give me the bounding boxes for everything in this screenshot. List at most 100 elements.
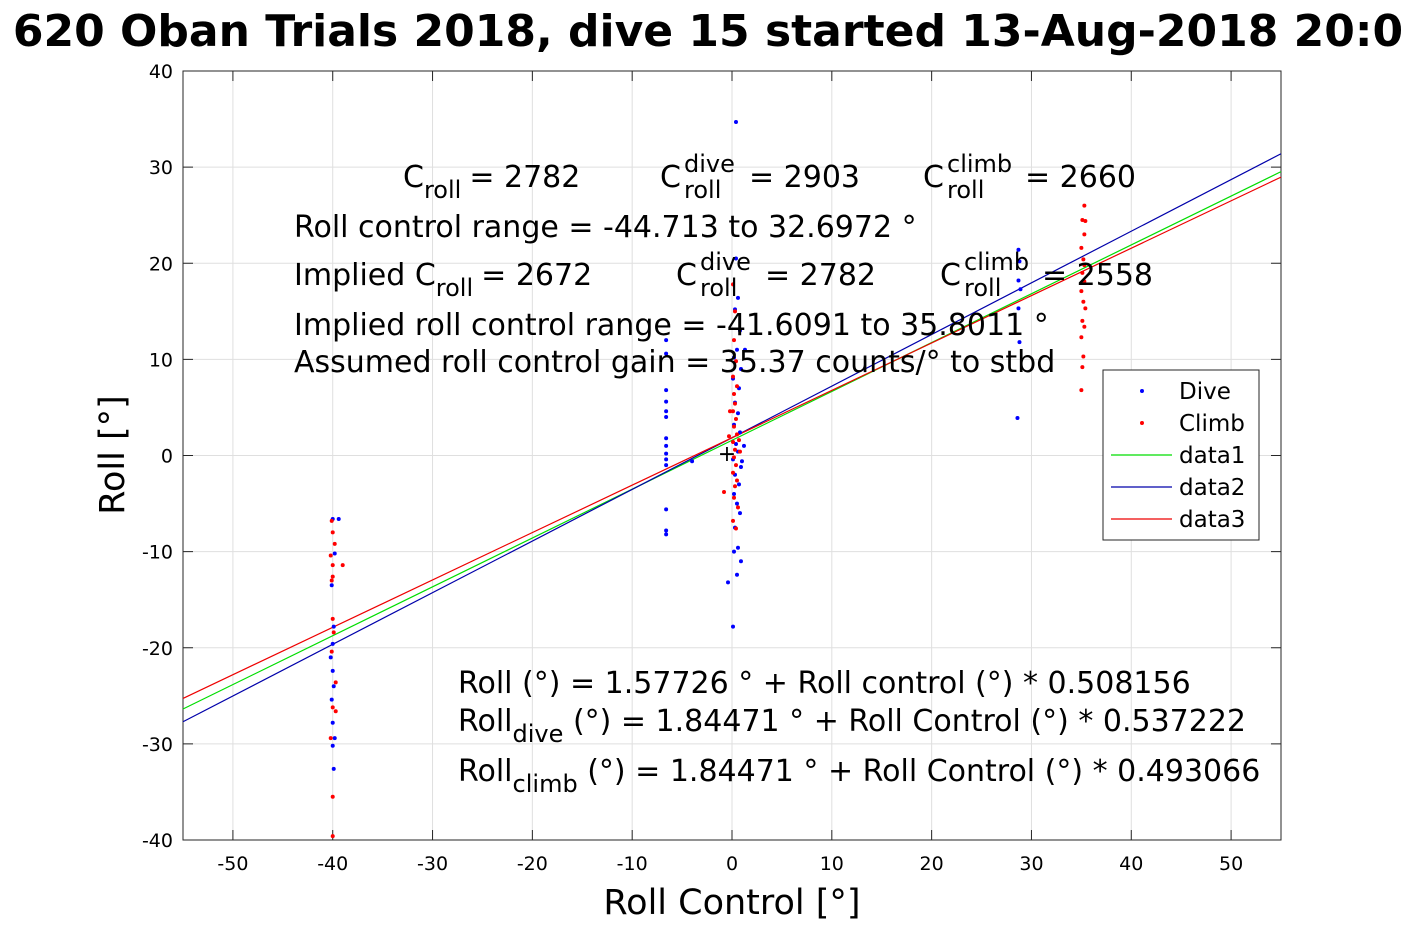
x-tick-label: -10 xyxy=(617,853,648,875)
y-tick-label: -10 xyxy=(142,542,173,564)
point-dive xyxy=(742,347,747,352)
point-climb xyxy=(1082,263,1087,268)
point-climb xyxy=(332,541,337,546)
x-tick-label: -40 xyxy=(317,853,348,875)
point-dive xyxy=(731,491,736,496)
legend-label: data2 xyxy=(1179,475,1245,501)
fit-all-label: Roll (°) = 1.57726 ° + Roll control (°) … xyxy=(458,666,1191,701)
point-dive xyxy=(730,624,735,629)
point-dive xyxy=(733,119,738,124)
point-dive xyxy=(1017,340,1022,345)
data-points xyxy=(328,119,1088,839)
point-dive xyxy=(1016,247,1021,252)
point-climb xyxy=(727,434,732,439)
point-dive xyxy=(664,436,669,441)
point-dive xyxy=(1015,416,1020,421)
point-climb xyxy=(1079,245,1084,250)
point-dive xyxy=(330,720,335,725)
point-climb xyxy=(732,484,737,489)
point-climb xyxy=(328,553,333,558)
fit-line-data3 xyxy=(182,176,1282,699)
annotation-fits: Roll (°) = 1.57726 ° + Roll control (°) … xyxy=(458,666,1260,798)
point-climb xyxy=(730,282,735,287)
point-dive xyxy=(331,624,336,629)
point-climb xyxy=(730,440,735,445)
point-dive xyxy=(1018,287,1023,292)
point-dive xyxy=(741,443,746,448)
y-tick-label: 20 xyxy=(149,253,173,275)
point-climb xyxy=(330,834,335,839)
point-climb xyxy=(340,563,345,568)
point-dive xyxy=(330,743,335,748)
point-dive xyxy=(330,641,335,646)
point-climb xyxy=(730,518,735,523)
point-climb xyxy=(330,563,335,568)
y-tick-label: -30 xyxy=(142,734,173,756)
point-dive xyxy=(734,572,739,577)
point-climb xyxy=(733,526,738,531)
point-dive xyxy=(735,545,740,550)
point-dive xyxy=(664,415,669,420)
point-climb xyxy=(1083,306,1088,311)
point-dive xyxy=(329,697,334,702)
point-climb xyxy=(732,401,737,406)
point-climb xyxy=(731,495,736,500)
point-climb xyxy=(737,449,742,454)
y-tick-label: 30 xyxy=(149,157,173,179)
point-dive xyxy=(739,459,744,464)
legend-label: Climb xyxy=(1179,411,1245,437)
point-dive xyxy=(664,409,669,414)
x-tick-label: 0 xyxy=(726,853,738,875)
point-dive xyxy=(736,482,741,487)
point-dive xyxy=(738,465,743,470)
point-dive xyxy=(664,338,669,343)
point-dive xyxy=(726,580,731,585)
legend-label: data3 xyxy=(1179,507,1245,533)
point-climb xyxy=(732,447,737,452)
legend-label: Dive xyxy=(1179,379,1231,405)
point-climb xyxy=(333,709,338,714)
point-climb xyxy=(733,463,738,468)
point-climb xyxy=(722,490,727,495)
x-tick-label: -50 xyxy=(217,853,248,875)
point-dive xyxy=(734,347,739,352)
point-climb xyxy=(329,518,334,523)
y-tick-label: 10 xyxy=(149,349,173,371)
point-climb xyxy=(734,432,739,437)
y-tick-label: -40 xyxy=(142,830,173,852)
point-dive xyxy=(664,451,669,456)
point-dive xyxy=(664,532,669,537)
point-climb xyxy=(331,630,336,635)
c-roll-label: Croll = 2782 xyxy=(403,160,580,204)
point-climb xyxy=(1082,232,1087,237)
point-dive xyxy=(737,430,742,435)
roll-control-range-label: Roll control range = -44.713 to 32.6972 … xyxy=(294,210,917,245)
point-dive xyxy=(664,399,669,404)
point-climb xyxy=(330,530,335,535)
point-dive xyxy=(1016,306,1021,311)
ticks: -50 -40 -30 -20 -10 0 10 20 30 40 50 -40 -30 -20 -10 0 1… xyxy=(142,61,1281,875)
point-dive xyxy=(738,559,743,564)
point-dive xyxy=(690,459,695,464)
point-climb xyxy=(730,374,735,379)
point-dive xyxy=(332,736,337,741)
point-climb xyxy=(1082,203,1087,208)
point-dive xyxy=(737,511,742,516)
point-climb xyxy=(1081,354,1086,359)
x-tick-label: -30 xyxy=(417,853,448,875)
y-tick-label: 40 xyxy=(149,61,173,83)
point-dive xyxy=(1016,278,1021,283)
point-dive xyxy=(734,501,739,506)
point-climb xyxy=(1080,270,1085,275)
point-climb xyxy=(731,338,736,343)
point-climb xyxy=(330,616,335,621)
origin-marker: + xyxy=(718,442,736,467)
point-climb xyxy=(1080,318,1085,323)
x-tick-label: 40 xyxy=(1119,853,1143,875)
point-climb xyxy=(1082,279,1087,284)
point-climb xyxy=(328,736,333,741)
